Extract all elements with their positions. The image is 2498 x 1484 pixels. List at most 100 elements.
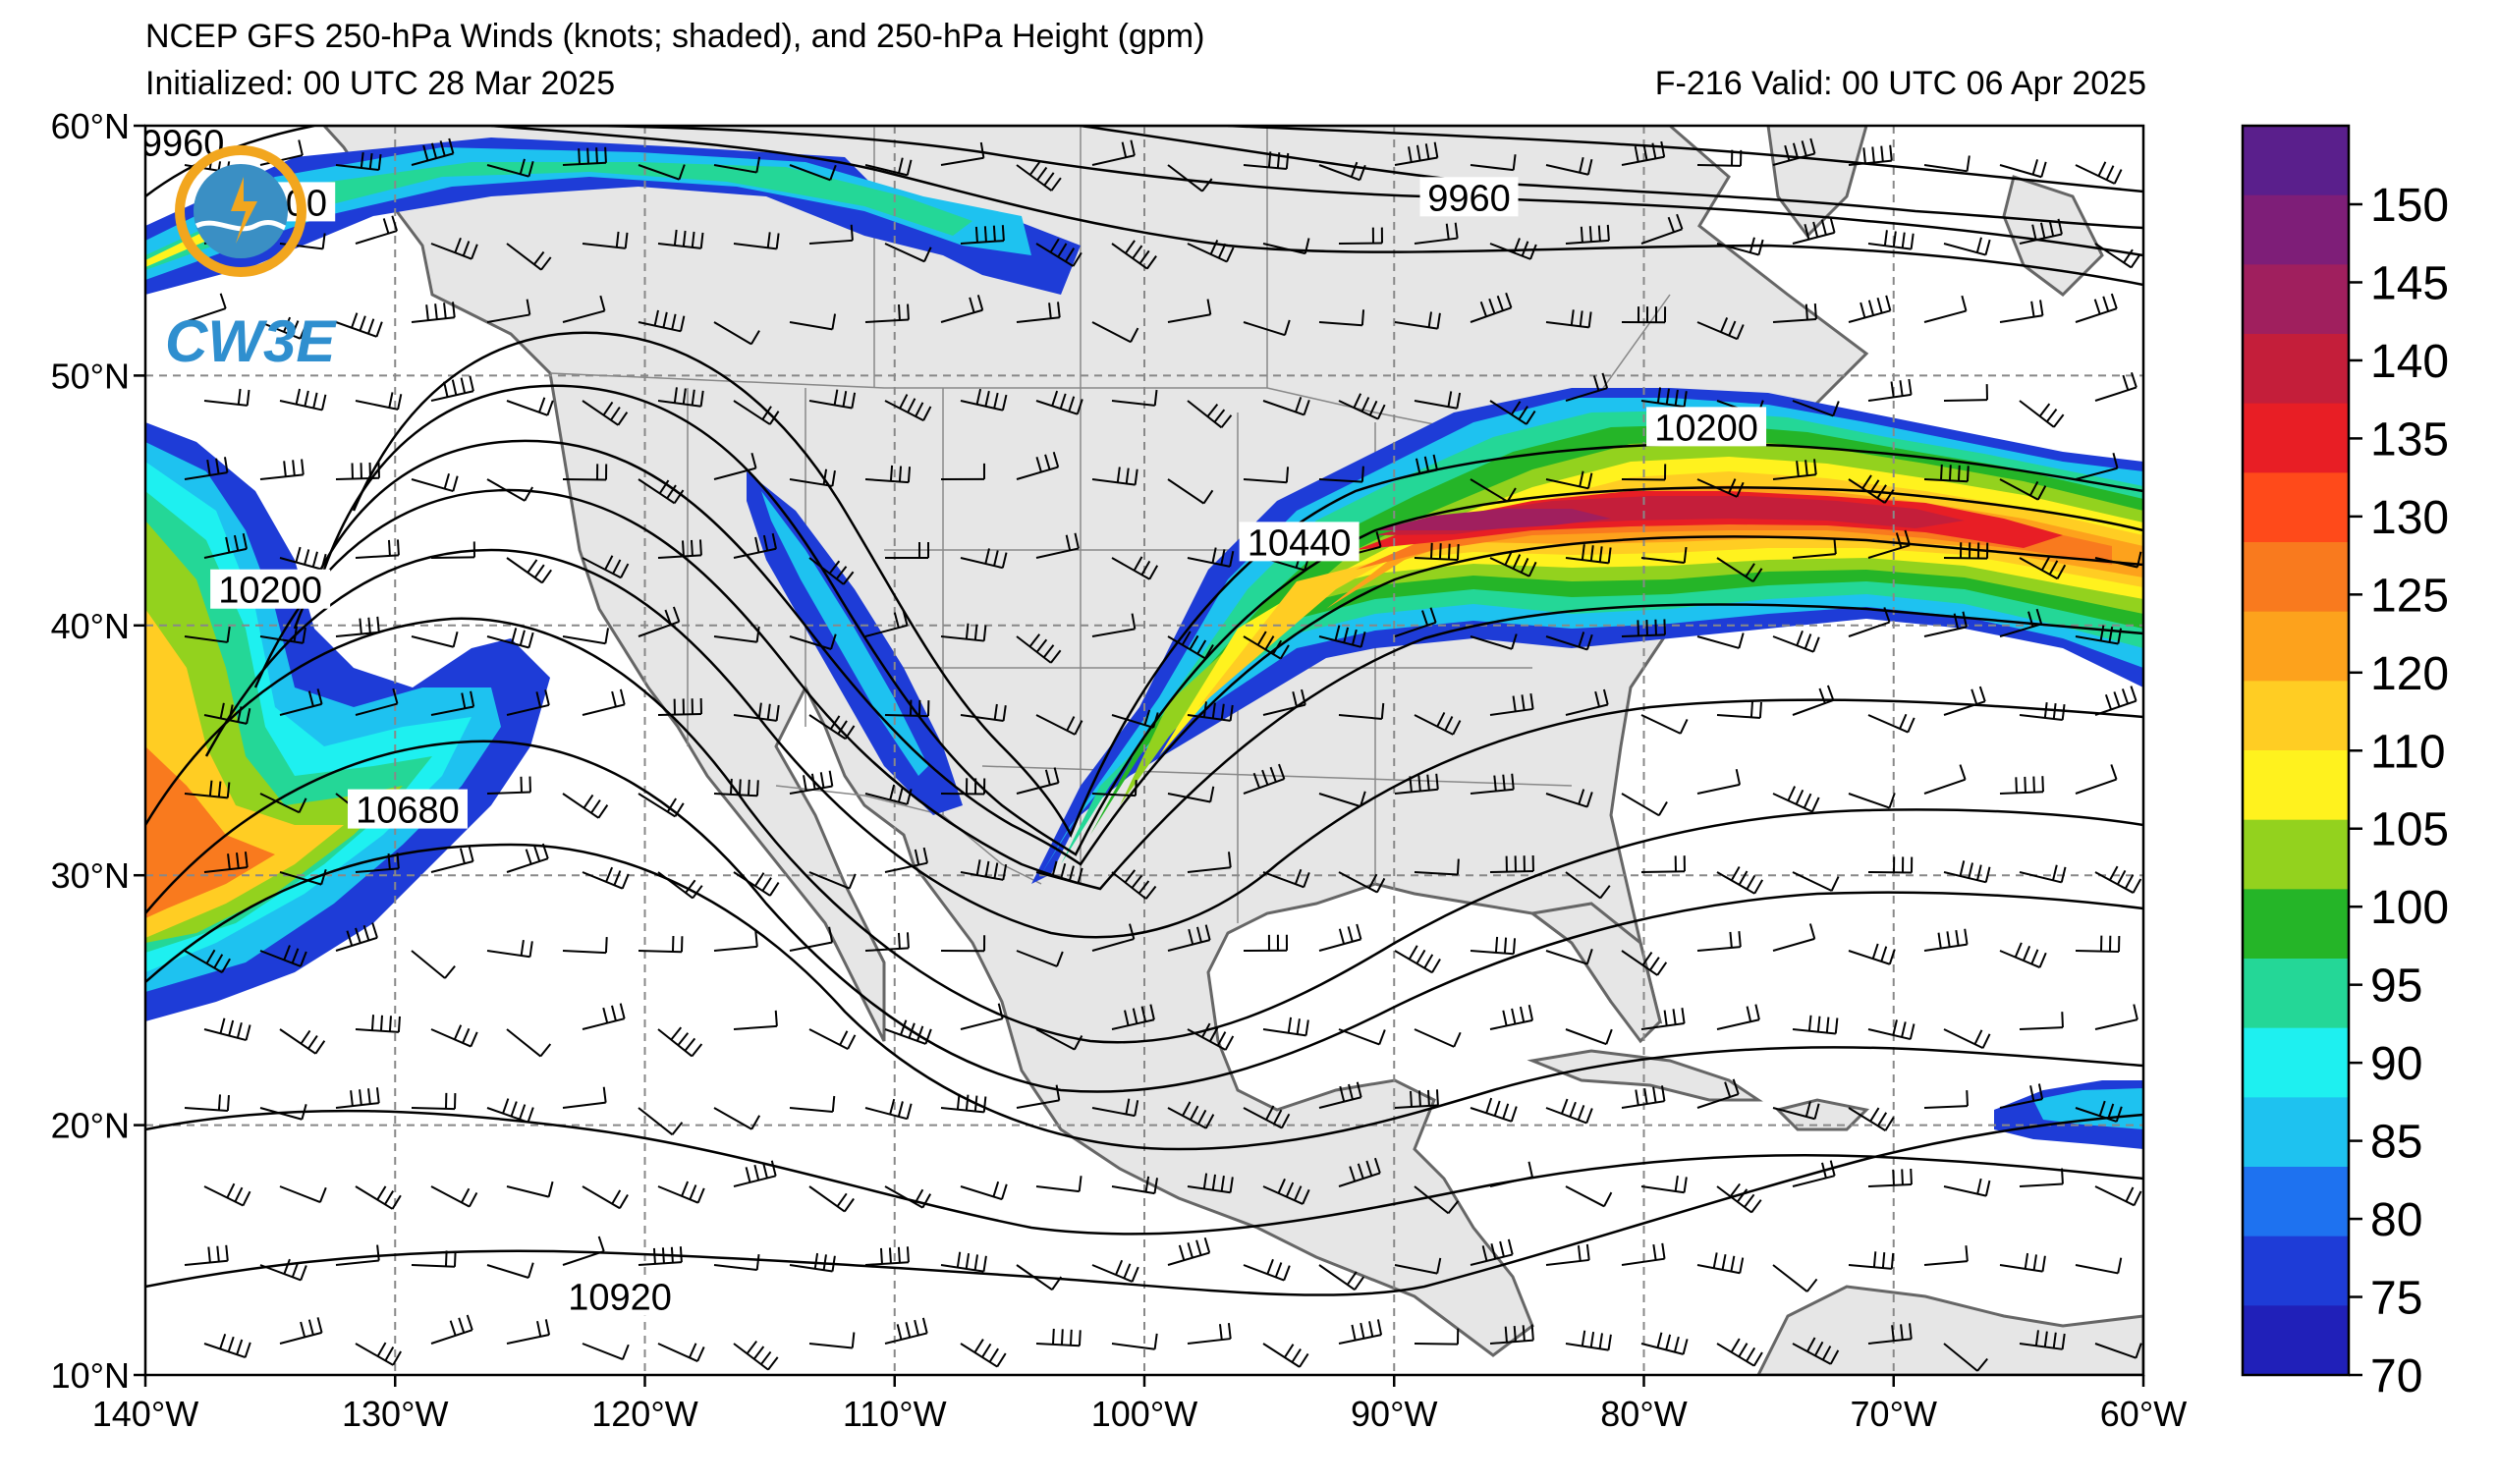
wind-barb bbox=[1772, 137, 1816, 166]
wind-barb bbox=[808, 1332, 856, 1349]
wind-barb bbox=[1923, 611, 1968, 637]
wind-barb bbox=[335, 922, 378, 952]
wind-barb bbox=[1035, 1328, 1082, 1347]
wind-barb bbox=[1111, 556, 1159, 580]
colorbar-segment bbox=[2243, 1305, 2349, 1376]
wind-barb bbox=[1545, 156, 1593, 176]
wind-barb bbox=[1262, 238, 1310, 255]
wind-barb bbox=[279, 546, 327, 571]
lat-tick-label: 20°N bbox=[51, 1106, 130, 1146]
wind-barb bbox=[1394, 945, 1441, 974]
wind-barb bbox=[960, 388, 1008, 412]
wind-barb bbox=[1696, 1252, 1745, 1275]
gridlines bbox=[145, 126, 2143, 1375]
wind-barb bbox=[960, 1003, 1004, 1030]
wind-barb bbox=[1187, 852, 1232, 873]
wind-barb bbox=[1470, 1097, 1518, 1123]
wind-barb bbox=[1792, 1015, 1839, 1035]
wind-barb bbox=[940, 463, 985, 480]
wind-barb bbox=[1696, 317, 1745, 341]
wind-barb bbox=[430, 375, 474, 402]
contour-jet-3 bbox=[293, 439, 2143, 866]
wind-barb bbox=[1470, 773, 1515, 795]
wind-barb bbox=[1243, 1258, 1291, 1282]
wind-barb bbox=[1262, 1178, 1310, 1205]
wind-barb bbox=[411, 632, 459, 648]
wind-barb bbox=[713, 930, 758, 952]
lon-tick-label: 60°W bbox=[2100, 1394, 2187, 1434]
contour-jet-1 bbox=[352, 331, 2143, 839]
wind-barb bbox=[1867, 1168, 1913, 1187]
wind-barb bbox=[1318, 791, 1366, 808]
wind-barb bbox=[1035, 238, 1082, 267]
wind-barb bbox=[486, 1098, 534, 1124]
wind-barb bbox=[940, 295, 984, 323]
wind-barb bbox=[1091, 1259, 1139, 1283]
wind-barb bbox=[486, 1262, 534, 1279]
contour-label: 10920 bbox=[568, 1278, 672, 1319]
wind-barb bbox=[2075, 935, 2121, 953]
wind-barb bbox=[960, 703, 1007, 723]
wind-barb bbox=[259, 626, 306, 644]
cw3e-logo: CW3E bbox=[165, 145, 337, 374]
wind-barb bbox=[1167, 1237, 1211, 1266]
colorbar-segment bbox=[2243, 611, 2349, 682]
wind-barb bbox=[2094, 551, 2142, 569]
wind-barb bbox=[1696, 1078, 1740, 1109]
wind-barb bbox=[355, 215, 399, 245]
wind-barb bbox=[864, 303, 910, 323]
wind-barb bbox=[1167, 299, 1212, 323]
wind-barb bbox=[789, 313, 837, 331]
caribbean-jet-inner bbox=[2033, 1088, 2143, 1129]
colorbar-segment bbox=[2243, 1236, 2349, 1306]
wind-barb bbox=[1867, 713, 1915, 734]
wind-barb bbox=[1943, 384, 1988, 402]
wind-barb bbox=[1262, 397, 1310, 416]
lon-tick-label: 80°W bbox=[1600, 1394, 1687, 1434]
wind-barb bbox=[638, 478, 685, 505]
wind-barb bbox=[1187, 1022, 1235, 1051]
contour-label-bg bbox=[560, 1276, 681, 1316]
wind-barb bbox=[1470, 292, 1513, 323]
colorbar-tick-label: 135 bbox=[2370, 413, 2449, 466]
wind-barb bbox=[562, 937, 608, 955]
contour-label: 10200 bbox=[1654, 408, 1758, 449]
wind-barb bbox=[1545, 470, 1593, 490]
wind-barb bbox=[1848, 144, 1893, 166]
wind-barb bbox=[808, 714, 856, 741]
wind-barb bbox=[864, 784, 913, 805]
wind-barb bbox=[1394, 607, 1437, 637]
wind-barb bbox=[184, 949, 231, 973]
height-contours bbox=[145, 126, 2143, 1296]
wind-barb bbox=[1999, 159, 2047, 179]
contour-label-bg bbox=[210, 569, 331, 609]
wind-barb bbox=[506, 1181, 554, 1198]
colorbar-tick-label: 145 bbox=[2370, 257, 2449, 309]
colorbar-tick-label: 140 bbox=[2370, 336, 2449, 388]
wind-barb bbox=[1545, 789, 1593, 808]
colorbar-segment bbox=[2243, 403, 2349, 473]
colorbar-tick-label: 70 bbox=[2370, 1350, 2422, 1402]
wind-barb bbox=[733, 1160, 777, 1187]
wind-barb bbox=[1489, 400, 1536, 425]
wind-barb bbox=[562, 146, 607, 166]
wind-barb bbox=[1565, 1028, 1613, 1046]
wind-barb bbox=[1848, 943, 1896, 965]
colorbar: 150 145 140 135 130 125 120 110 105 100 95 90 85 80 75… bbox=[2241, 124, 2449, 1402]
wind-barb bbox=[1565, 544, 1612, 565]
wind-barb bbox=[582, 400, 629, 426]
wind-barb bbox=[1943, 1028, 1991, 1050]
wind-barb bbox=[1999, 300, 2044, 323]
wind-barb bbox=[1318, 625, 1366, 648]
colorbar-tick-label: 130 bbox=[2370, 492, 2449, 544]
wind-barb bbox=[355, 687, 399, 716]
wind-barb bbox=[1414, 1028, 1462, 1048]
contour-label: 10440 bbox=[1248, 522, 1352, 564]
wind-barb bbox=[1470, 1238, 1514, 1266]
colorbar-segment bbox=[2243, 1027, 2349, 1098]
wind-barb bbox=[1999, 776, 2044, 795]
wind-barb bbox=[884, 699, 930, 718]
contour-north-2 bbox=[588, 126, 2143, 257]
colorbar-segment bbox=[2243, 959, 2349, 1029]
wind-barb bbox=[184, 293, 227, 323]
